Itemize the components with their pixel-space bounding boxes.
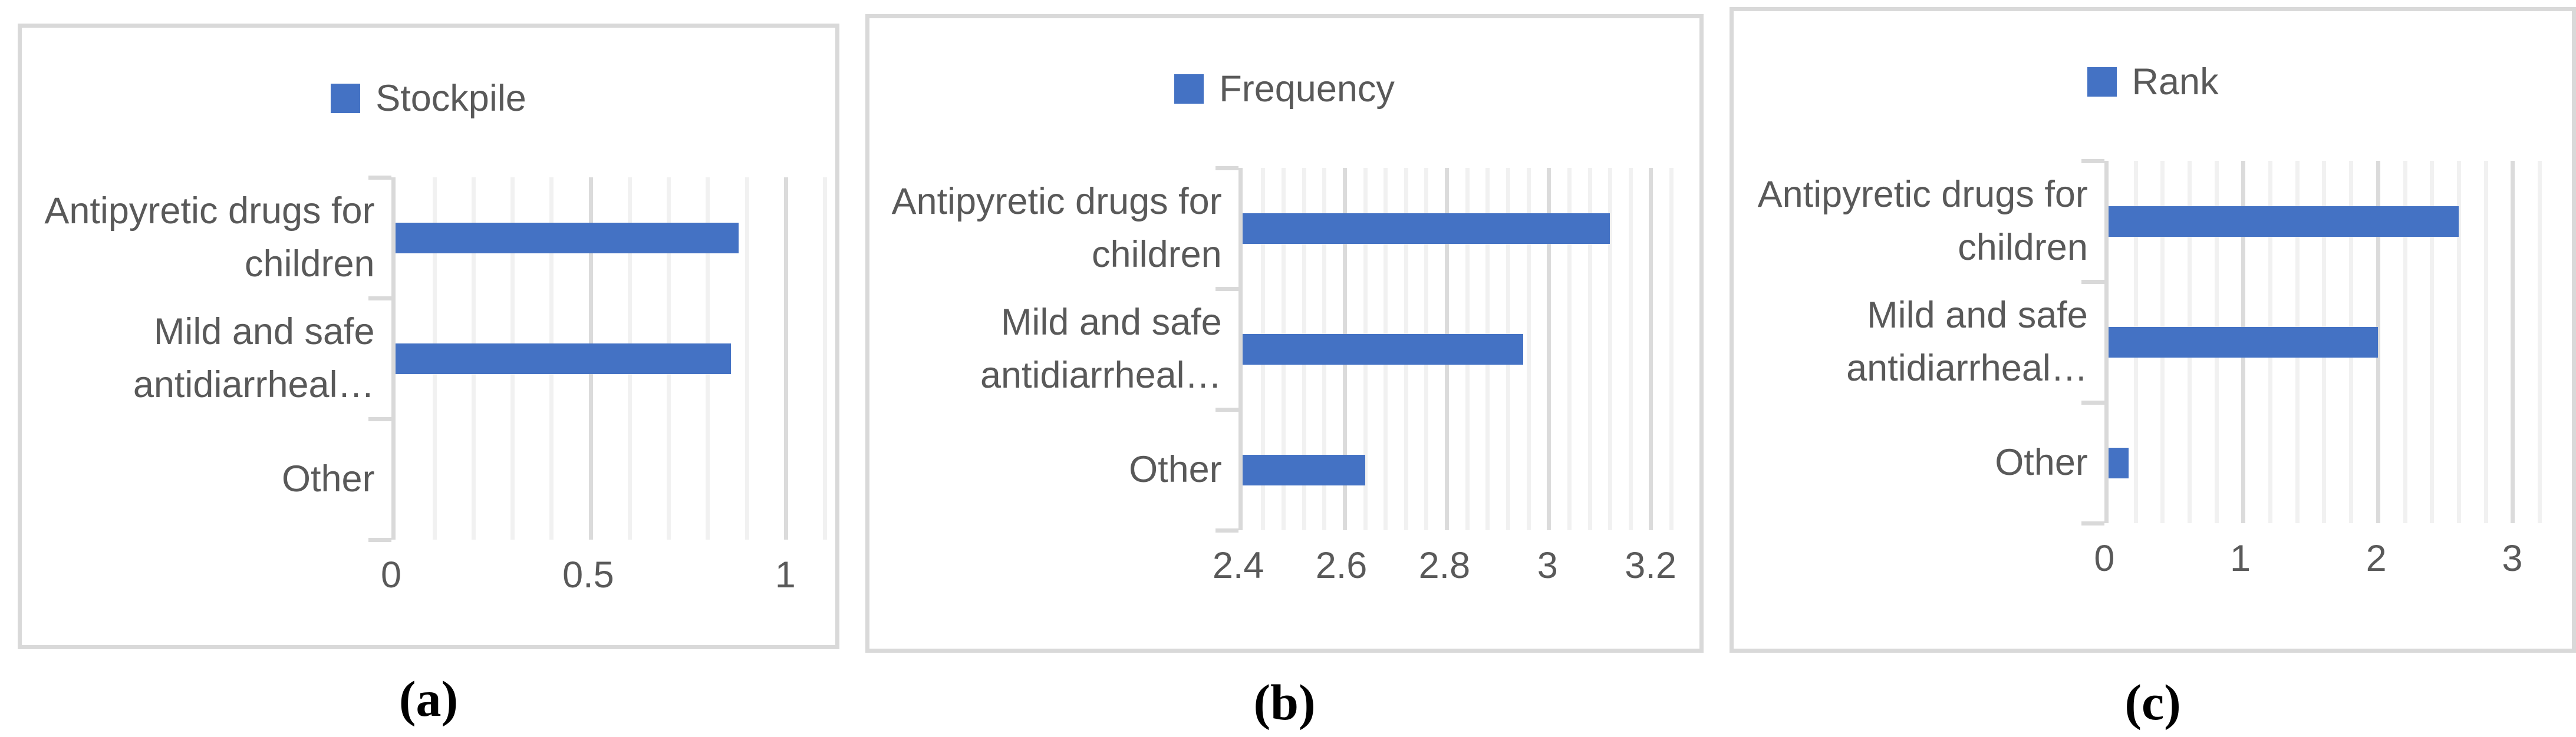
category-axis-tick [368,417,391,421]
figure-caption: (b) [1253,674,1316,731]
minor-gridline [2430,161,2435,523]
legend-swatch-icon [331,84,361,113]
minor-gridline [2538,161,2542,523]
category-label: Mild and safe antidiarrheal… [980,302,1222,396]
category-axis-tick [2081,400,2104,405]
category-label: Other [282,458,375,500]
figure-a: Stockpile Antipyretic drugs for children… [18,0,840,728]
minor-gridline [1567,168,1572,530]
chart-panel: Stockpile Antipyretic drugs for children… [18,24,840,649]
minor-gridline [823,177,828,540]
value-axis-tick-label: 1 [775,554,796,596]
value-axis-tick-label: 2 [2366,538,2387,579]
legend-swatch-icon [2087,67,2117,97]
bar-frequency-0 [1242,213,1610,244]
major-gridline [2376,161,2380,523]
category-label: Mild and safe antidiarrheal… [1846,295,2088,389]
plot-area [1215,166,1674,533]
chart-area: Antipyretic drugs for children Mild and … [22,175,828,603]
value-axis-tick-label: 2.4 [1212,545,1264,586]
category-axis-tick [1215,166,1238,170]
bar-stockpile-1 [395,343,732,374]
category-axis-labels: Antipyretic drugs for children Mild and … [869,168,1238,530]
bar-rank-0 [2108,206,2459,237]
minor-gridline [2483,161,2488,523]
category-label: Other [1995,441,2088,483]
minor-gridline [1587,168,1592,530]
plot-area [2081,158,2542,526]
minor-gridline [1608,168,1613,530]
value-axis-tick-label: 0 [381,554,402,596]
category-axis-tick [1215,286,1238,291]
major-gridline [783,177,788,540]
figure-caption: (a) [398,670,459,727]
value-axis-tick-label: 3.2 [1625,545,1676,586]
bar-frequency-2 [1242,454,1365,485]
chart-panel: Frequency Antipyretic drugs for children… [865,14,1704,653]
chart-area: Antipyretic drugs for children Mild and … [1734,158,2542,587]
minor-gridline [745,177,749,540]
category-axis-tick [368,175,391,180]
minor-gridline [2403,161,2407,523]
figure-c: Rank Antipyretic drugs for children Mild… [1730,0,2576,732]
chart-panel: Rank Antipyretic drugs for children Mild… [1730,7,2576,653]
category-label: Antipyretic drugs for children [1757,174,2088,268]
value-axis-tick-label: 3 [1537,545,1558,586]
category-label: Mild and safe antidiarrheal… [133,311,375,405]
value-axis-tick-labels: 2.4 2.6 2.8 3 3.2 [1213,544,1676,594]
bar-stockpile-0 [395,222,739,253]
category-label: Antipyretic drugs for children [891,181,1222,275]
plot-area [368,175,828,542]
legend-label: Stockpile [375,78,526,119]
legend: Stockpile [22,77,835,120]
bar-frequency-1 [1242,333,1523,365]
legend: Frequency [869,68,1699,110]
category-axis-labels: Antipyretic drugs for children Mild and … [22,177,391,540]
value-axis-tick-label: 1 [2229,538,2251,579]
legend-label: Rank [2132,61,2219,103]
category-axis-tick [1215,528,1238,533]
minor-gridline [1669,168,1674,530]
category-axis-tick [2081,158,2104,163]
minor-gridline [2456,161,2461,523]
bar-rank-1 [2108,326,2378,358]
major-gridline [2511,161,2515,523]
category-axis-tick [368,537,391,542]
category-axis-tick [1215,407,1238,412]
major-gridline [1547,168,1551,530]
figure-caption: (c) [2124,674,2181,731]
category-label: Other [1129,448,1222,490]
minor-gridline [1526,168,1531,530]
value-axis-tick-label: 0.5 [562,554,614,596]
value-axis-tick-labels: 0 0.5 1 [381,554,825,603]
value-axis-tick-labels: 0 1 2 3 [2094,537,2539,587]
bar-rank-2 [2108,447,2129,478]
minor-gridline [1628,168,1633,530]
value-axis-tick-label: 2.6 [1315,545,1368,586]
value-axis-tick-label: 3 [2502,538,2523,579]
legend: Rank [1734,61,2572,103]
legend-swatch-icon [1174,74,1204,104]
category-axis-tick [2081,521,2104,526]
major-gridline [1649,168,1653,530]
chart-area: Antipyretic drugs for children Mild and … [869,166,1676,594]
legend-label: Frequency [1219,68,1395,110]
value-axis-tick-label: 0 [2094,538,2115,579]
category-axis-labels: Antipyretic drugs for children Mild and … [1734,161,2104,523]
value-axis-tick-label: 2.8 [1418,545,1471,586]
category-axis-tick [368,296,391,300]
figure-b: Frequency Antipyretic drugs for children… [865,0,1704,732]
category-axis-tick [2081,279,2104,284]
category-label: Antipyretic drugs for children [44,190,375,285]
